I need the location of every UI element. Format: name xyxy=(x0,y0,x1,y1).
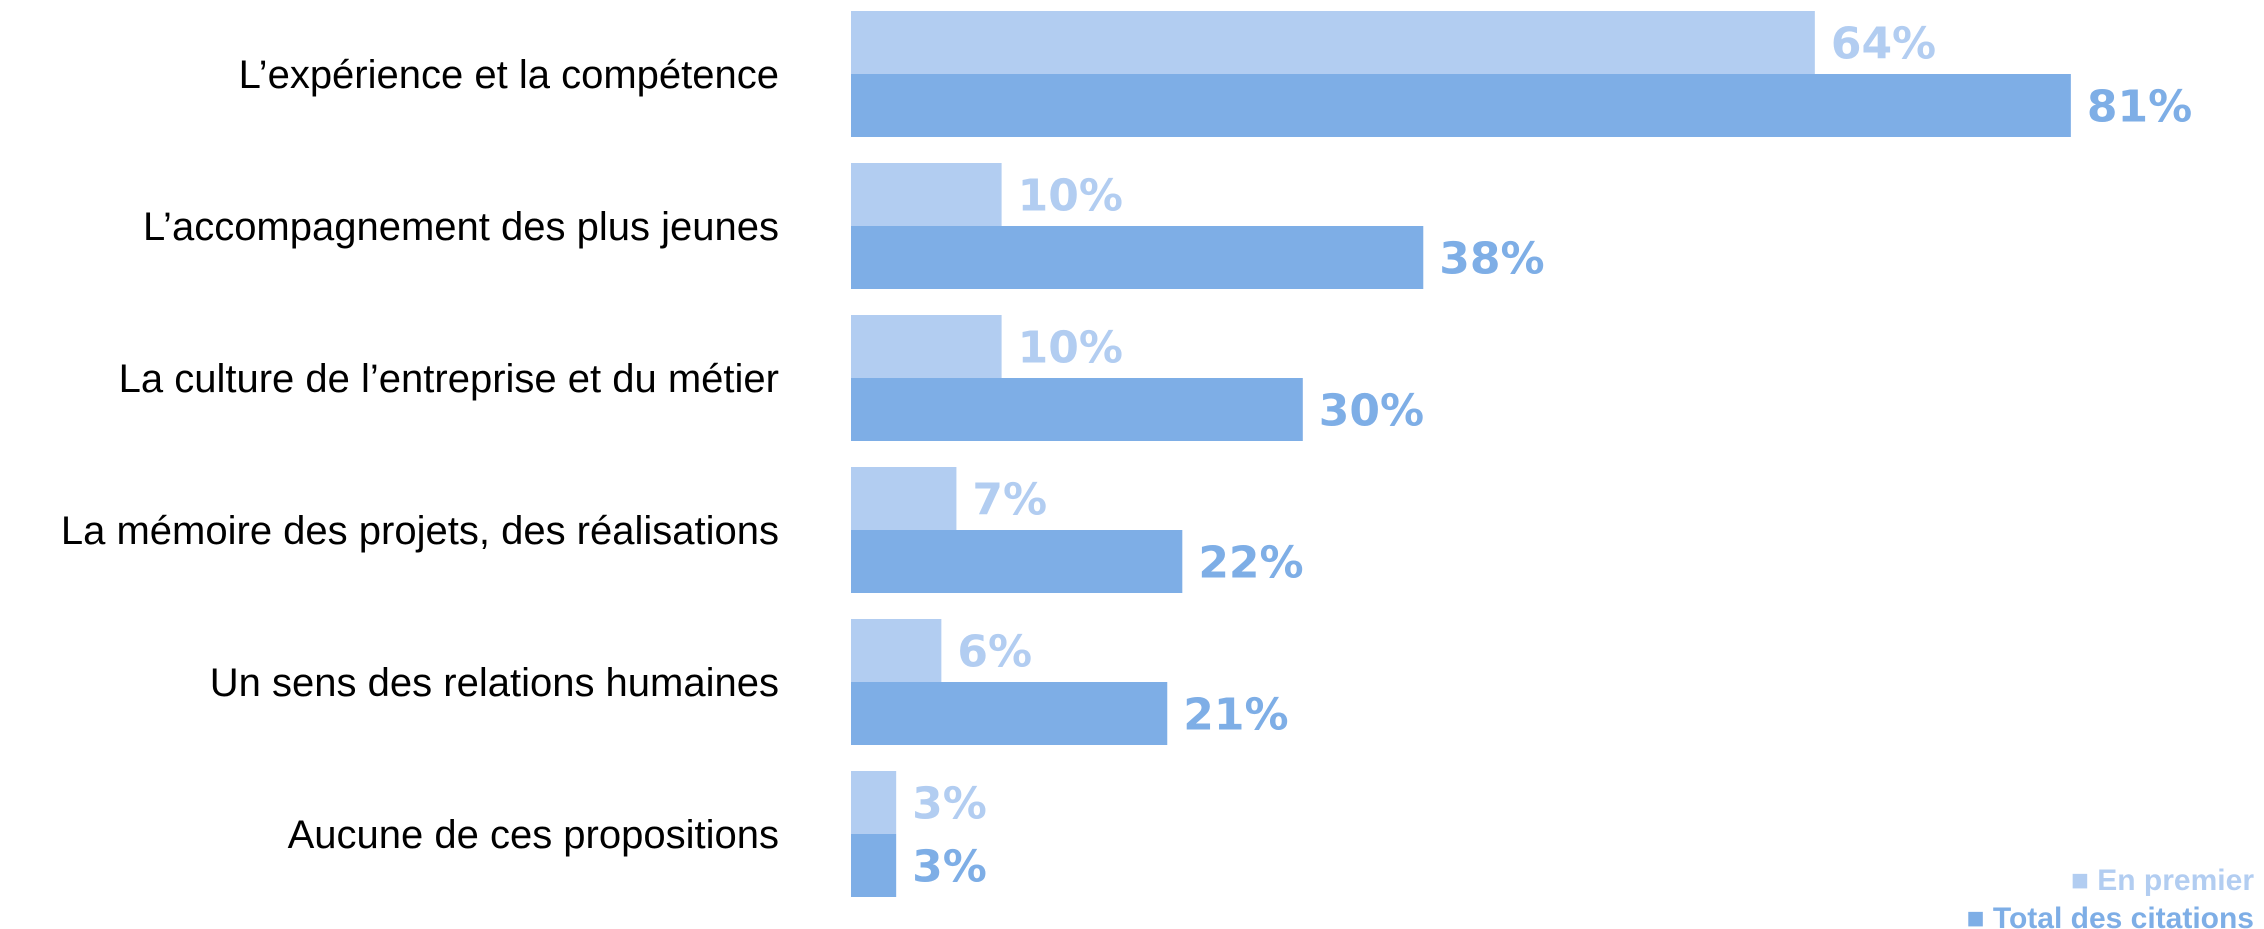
category-label: La culture de l’entreprise et du métier xyxy=(119,357,779,401)
value-labels: 64% 81% 10% 38% 10% 30% 7% 22% 6% 21% 3% 3% xyxy=(912,19,2192,893)
data-label: 7% xyxy=(972,475,1047,526)
data-label: 10% xyxy=(1018,323,1123,374)
data-label: 22% xyxy=(1198,538,1303,589)
bar-en-premier xyxy=(851,771,897,834)
legend-swatch-icon: ■ xyxy=(2071,864,2089,897)
category-label: L’expérience et la compétence xyxy=(239,53,779,97)
data-label: 21% xyxy=(1183,690,1288,741)
data-label: 38% xyxy=(1439,234,1544,285)
legend-label: En premier xyxy=(2097,864,2254,897)
data-label: 64% xyxy=(1831,19,1936,70)
category-label: Un sens des relations humaines xyxy=(210,661,779,705)
legend-label: Total des citations xyxy=(1993,902,2254,929)
legend-item: ■ Total des citations xyxy=(1966,902,2254,929)
data-label: 3% xyxy=(912,842,987,893)
data-label: 81% xyxy=(2087,82,2192,133)
bar-total-citations xyxy=(851,834,897,897)
bar-en-premier xyxy=(851,467,957,530)
data-label: 10% xyxy=(1018,171,1123,222)
data-label: 3% xyxy=(912,779,987,830)
bar-total-citations xyxy=(851,74,2071,137)
bar-total-citations xyxy=(851,378,1303,441)
bar-en-premier xyxy=(851,11,1815,74)
legend-item: ■ En premier xyxy=(2071,864,2255,897)
bar-total-citations xyxy=(851,682,1168,745)
category-label: La mémoire des projets, des réalisations xyxy=(61,509,779,553)
category-label: L’accompagnement des plus jeunes xyxy=(143,205,779,249)
legend-swatch-icon: ■ xyxy=(1966,902,1984,929)
data-label: 30% xyxy=(1319,386,1424,437)
category-label: Aucune de ces propositions xyxy=(288,813,779,857)
bar-en-premier xyxy=(851,619,942,682)
legend: ■ En premier■ Total des citations xyxy=(1966,864,2254,929)
category-labels: L’expérience et la compétence L’accompagn… xyxy=(61,53,779,857)
bar-total-citations xyxy=(851,530,1183,593)
bar-en-premier xyxy=(851,315,1002,378)
data-label: 6% xyxy=(957,627,1032,678)
bar-total-citations xyxy=(851,226,1424,289)
bar-en-premier xyxy=(851,163,1002,226)
bars-group xyxy=(851,11,2071,897)
